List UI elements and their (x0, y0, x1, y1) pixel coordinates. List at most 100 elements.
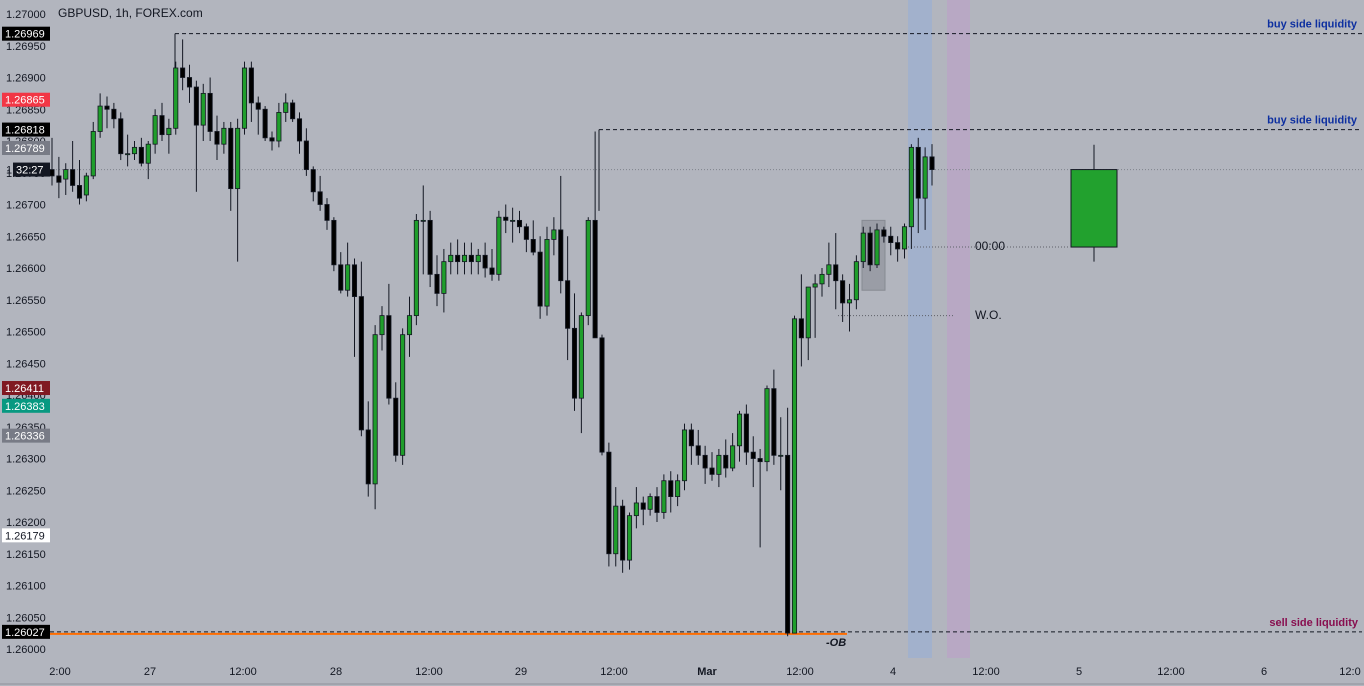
y-axis-tick-label: 1.26200 (6, 517, 46, 529)
candle-body (778, 454, 784, 457)
candle-body (702, 454, 708, 469)
price-label-text: 1.26865 (5, 95, 45, 107)
x-axis-tick-label: 5 (1076, 666, 1082, 678)
candle-body (709, 467, 715, 475)
candle-body (620, 505, 626, 561)
candle-body (915, 146, 921, 199)
y-axis-tick-partial: 1 (6, 165, 12, 177)
x-axis-tick-label: 29 (515, 666, 527, 678)
candle-body (688, 429, 694, 447)
candle-body (846, 299, 853, 304)
y-axis-tick-label: 1.26300 (6, 454, 46, 466)
candle-body (63, 169, 69, 180)
y-axis-tick-label: 1.26850 (6, 104, 46, 116)
candle-body (764, 388, 770, 463)
candle-body (785, 454, 791, 634)
y-axis-tick-label: 1.26100 (6, 581, 46, 593)
candle-body (853, 261, 859, 301)
ssl-label: sell side liquidity (1269, 617, 1359, 629)
candle-body (207, 92, 213, 132)
candle-body (647, 496, 653, 510)
x-axis-tick-label: 4 (890, 666, 896, 678)
y-axis-tick-label: 1.26950 (6, 41, 46, 53)
candle-body (420, 219, 426, 222)
candle-body (262, 108, 268, 139)
candle-body (901, 226, 908, 250)
x-axis-tick-label: Mar (697, 666, 717, 678)
candle-body (255, 102, 261, 110)
ob-label: -OB (826, 637, 846, 649)
price-label-box (2, 398, 50, 413)
candle-body (812, 283, 818, 288)
y-axis-tick-label: 1.26700 (6, 200, 46, 212)
candle-body (805, 286, 811, 339)
candle-body (613, 505, 619, 555)
candle-body (468, 254, 474, 263)
candle-body (661, 480, 667, 513)
candle-body (90, 131, 96, 177)
candle-body (895, 242, 901, 250)
price-label-text: 1.26818 (5, 125, 45, 137)
midnight-open-label: 00:00 (975, 239, 1005, 253)
candle-body (826, 264, 832, 275)
candle-body (214, 131, 220, 145)
candle-body (695, 445, 701, 456)
symbol-title[interactable]: GBPUSD, 1h, FOREX.com (58, 6, 203, 20)
candle-body (530, 239, 536, 253)
candle-body (482, 254, 488, 269)
candle-body (489, 267, 495, 275)
candle-body (448, 254, 454, 263)
price-label-text: 32:27 (16, 165, 44, 177)
candle-body (310, 169, 316, 193)
y-axis-tick-label: 1.26900 (6, 73, 46, 85)
candle-body (434, 273, 440, 294)
x-axis-tick-label: 28 (330, 666, 342, 678)
candle-body (351, 264, 358, 297)
candle-body (461, 254, 468, 263)
candle-body (241, 67, 248, 129)
y-axis-tick-label: 1.26600 (6, 263, 46, 275)
candle-body (516, 219, 523, 228)
x-axis-tick-label: 12:00 (1157, 666, 1185, 678)
y-axis-tick-label: 1.26250 (6, 485, 46, 497)
x-axis-tick-label: 12:00 (415, 666, 443, 678)
candle-body (200, 92, 206, 126)
candle-body (386, 315, 392, 399)
candle-body (393, 397, 399, 456)
candle-body (131, 146, 138, 155)
candle-body (145, 143, 151, 164)
candle-body (585, 219, 591, 317)
candle-body (331, 219, 337, 266)
y-axis-tick-label: 1.26050 (6, 612, 46, 624)
candle-body (675, 480, 681, 498)
candle-body (138, 146, 144, 164)
candle-body (860, 232, 866, 263)
candle-body (544, 239, 550, 307)
price-label-text: 1.26179 (5, 530, 45, 542)
candle-body (83, 175, 89, 196)
candle-body (791, 318, 798, 634)
candle-body (723, 454, 729, 469)
price-label-box (2, 528, 50, 543)
candle-body (441, 261, 447, 294)
candle-body (413, 219, 419, 317)
candle-body (599, 337, 605, 453)
price-label-box (2, 624, 50, 639)
candle-body (283, 102, 289, 113)
candle-body (565, 280, 571, 329)
candle-body (49, 169, 55, 177)
candle-body (633, 502, 639, 517)
candle-body (571, 327, 578, 399)
candle-body (523, 226, 529, 240)
y-axis-tick-label: 1.26650 (6, 231, 46, 243)
candle-body (406, 315, 413, 336)
candle-body (118, 118, 124, 155)
price-label-box (2, 122, 50, 137)
x-axis-tick-label: 12:00 (786, 666, 814, 678)
candle-body (221, 127, 227, 145)
price-label-text: 1.26027 (5, 627, 45, 639)
x-axis-tick-label: 12:00 (229, 666, 257, 678)
